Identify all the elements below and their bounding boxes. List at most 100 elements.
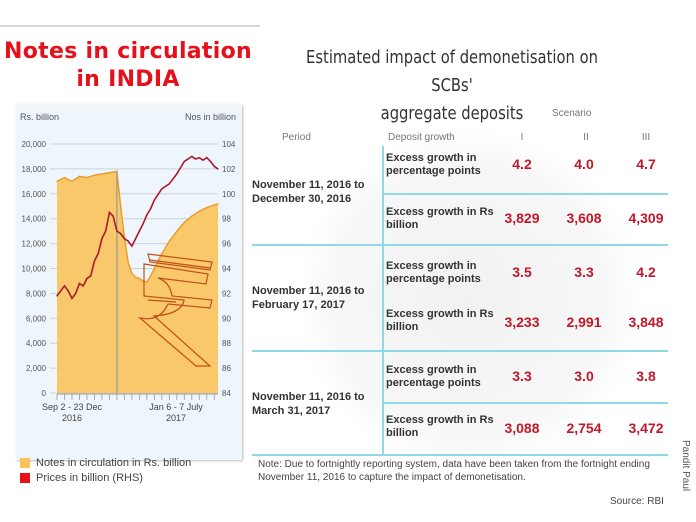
prices-point — [149, 208, 152, 210]
notes-point — [93, 174, 96, 176]
legend-item-notes: Notes in circulation in Rs. billion — [20, 455, 191, 470]
y-left-tick: 16,000 — [22, 190, 47, 199]
prices-line-series — [56, 155, 219, 300]
y-left-tick: 6,000 — [26, 314, 47, 323]
y-right-tick: 102 — [222, 165, 236, 174]
chart-title-line1: Notes in circulation — [4, 39, 252, 64]
y-left-tick: 8,000 — [26, 289, 47, 298]
notes-point — [56, 180, 58, 182]
y-right-tick: 104 — [222, 140, 236, 149]
metric-2a: Excess growth in percentage points — [386, 260, 481, 285]
prices-point — [93, 260, 96, 262]
notes-point — [127, 261, 129, 263]
prices-point — [191, 155, 193, 158]
prices-point — [89, 275, 92, 277]
group-divider — [252, 454, 668, 456]
notes-point — [150, 275, 152, 277]
notes-point — [161, 252, 163, 255]
prices-point — [101, 237, 103, 240]
y-right-tick: 92 — [222, 289, 231, 298]
deposits-table: Scenario Period Deposit growth I II III … — [252, 108, 672, 488]
prices-point — [71, 297, 73, 300]
table-title-line2: aggregate deposits — [380, 103, 524, 124]
value-3a-s1: 3.3 — [512, 368, 532, 384]
notes-point — [153, 267, 155, 270]
legend-label-prices: Prices in billion (RHS) — [36, 471, 143, 484]
prices-point — [127, 240, 129, 242]
legend-label-notes: Notes in circulation in Rs. billion — [36, 456, 192, 469]
emblem-watermark — [300, 130, 640, 470]
chart-legend: Notes in circulation in Rs. billion Pric… — [20, 455, 191, 485]
notes-point — [168, 240, 170, 242]
y-left-tick: 18,000 — [22, 165, 47, 174]
notes-point — [198, 210, 200, 212]
prices-point — [112, 215, 114, 217]
notes-circulation-chart: Rs. billion Nos in billion 20,000 18,000 1… — [20, 112, 236, 423]
legend-swatch-prices — [20, 472, 30, 483]
value-1b-s1: 3,829 — [504, 210, 540, 226]
y-left-tick: 20,000 — [22, 140, 47, 149]
value-3a-s2: 3.0 — [574, 368, 594, 384]
prices-point — [75, 292, 77, 295]
y-left-tick: 14,000 — [22, 215, 47, 224]
metric-3a: Excess growth in percentage points — [386, 364, 481, 389]
y-right-tick: 88 — [222, 339, 231, 348]
notes-point — [138, 277, 140, 280]
value-3a-s3: 3.8 — [636, 368, 656, 384]
value-1b-s3: 4,309 — [628, 210, 664, 226]
value-1a-s3: 4.7 — [636, 156, 656, 172]
notes-point — [63, 177, 66, 179]
prices-point — [108, 211, 111, 214]
notes-area-series — [56, 170, 219, 393]
artist-credit: Pandit Paul — [680, 440, 691, 492]
header-deposit-growth: Deposit growth — [388, 132, 455, 143]
y-left-tick: 0 — [42, 389, 47, 398]
header-period: Period — [282, 132, 311, 143]
row-divider-vertical — [382, 146, 384, 244]
notes-point — [101, 173, 103, 175]
notes-point — [78, 175, 81, 177]
prices-point — [131, 245, 133, 247]
table-title-line1: Estimated impact of demonetisation on SC… — [306, 47, 598, 96]
notes-point — [206, 206, 208, 209]
notes-point — [183, 221, 185, 224]
legend-swatch-notes — [20, 457, 30, 468]
metric-1b: Excess growth in Rs billion — [386, 206, 494, 231]
prices-point — [97, 252, 99, 255]
group-divider — [252, 244, 668, 246]
notes-point — [191, 215, 193, 217]
row-divider-vertical — [382, 246, 384, 350]
period-1: November 11, 2016 to December 30, 2016 — [252, 179, 365, 205]
row-divider-vertical — [382, 352, 384, 456]
prices-point — [202, 159, 204, 161]
top-rule — [0, 25, 260, 27]
prices-line — [56, 155, 219, 300]
period-3: November 11, 2016 to March 31, 2017 — [252, 391, 365, 417]
x-label-1-line1: Sep 2 - 23 Dec — [42, 402, 103, 412]
value-2a-s3: 4.2 — [636, 264, 656, 280]
notes-point — [120, 205, 122, 207]
metric-2b: Excess growth in Rs billion — [386, 308, 494, 333]
prices-point — [119, 232, 122, 235]
value-1a-s1: 4.2 — [512, 156, 532, 172]
metric-1a: Excess growth in percentage points — [386, 152, 481, 177]
header-scenario-2: II — [583, 132, 589, 143]
prices-point — [213, 165, 215, 168]
notes-point — [135, 276, 137, 278]
prices-point — [142, 222, 144, 225]
value-2b-s1: 3,233 — [504, 314, 540, 330]
y-left-tick: 10,000 — [22, 265, 47, 274]
row-divider — [382, 402, 668, 404]
prices-point — [146, 214, 148, 216]
prices-point — [123, 237, 126, 240]
value-1a-s2: 4.0 — [574, 156, 594, 172]
value-2b-s2: 2,991 — [566, 314, 602, 330]
notes-point — [213, 204, 215, 206]
x-tick-marks — [56, 393, 218, 400]
prices-point — [217, 168, 219, 170]
notes-point — [108, 172, 111, 174]
x-label-2-line1: Jan 6 - 7 July — [149, 402, 203, 412]
value-2a-s1: 3.5 — [512, 264, 532, 280]
x-label-1-line2: 2016 — [62, 413, 82, 423]
group-divider — [252, 350, 668, 352]
